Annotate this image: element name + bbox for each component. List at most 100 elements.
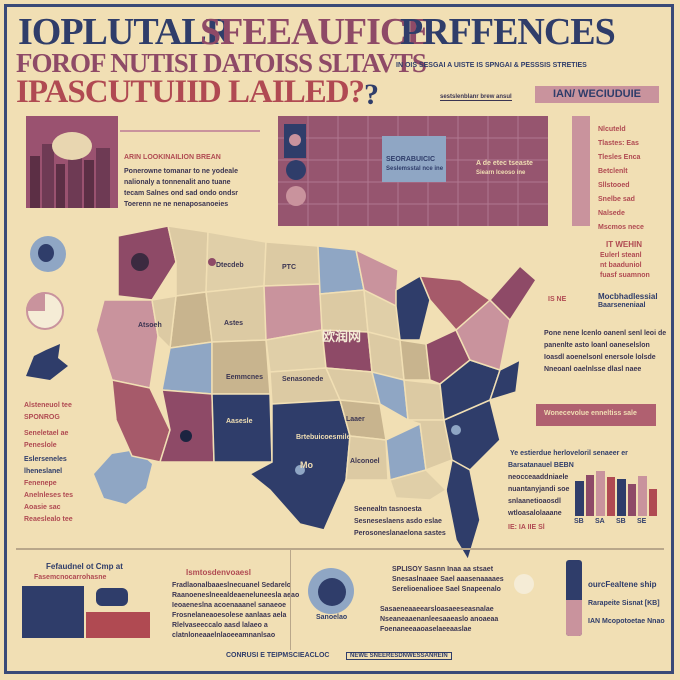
- title-line1b: SFEEAUFICE: [200, 11, 432, 53]
- chart-bar: [627, 483, 636, 516]
- title-question-mark: ?: [364, 78, 379, 111]
- globe-land: [38, 244, 54, 262]
- mid-right-title: Mocbhadlessial: [598, 292, 658, 301]
- mid-right-para: Ioasdl aoenelsonl enersole lolsde: [544, 354, 656, 361]
- bar-chart-labels: SB SA SB SE: [574, 518, 658, 528]
- map-state-label: Brtebuicoesmile: [296, 434, 351, 441]
- bottom-right-line: ourcFealtene ship: [588, 580, 657, 589]
- center-panel-box-sub: Seslemsstal nce ine: [386, 166, 444, 172]
- map-state-label: Laaer: [346, 416, 365, 423]
- left-note: Seneletael ae: [24, 430, 69, 437]
- chart-tick-label: SB: [616, 518, 626, 525]
- left-panel-heading: ARIN LOOKINAILION BREAN: [124, 154, 221, 161]
- left-image-block: [26, 116, 118, 208]
- right-mid-line: Barsatanauel BEBN: [508, 462, 574, 469]
- below-map-line: Perosoneslanaelona sastes: [354, 530, 446, 537]
- mid-right-para: panenlte asto loanl oaneselslon: [544, 342, 650, 349]
- bottom-divider: [16, 548, 664, 550]
- right-mid-line: nuantanyjandi soe: [508, 486, 570, 493]
- bottom-left-sub: Fasemcnocarrohasne: [34, 574, 107, 581]
- right-mid-line: neocceaaddniaele: [508, 474, 569, 481]
- right-list-bar: [572, 116, 590, 226]
- mid-right-strip: [536, 404, 656, 426]
- round-icon: [286, 186, 306, 206]
- chart-bar: [596, 471, 605, 516]
- bottom-left-title: Fefaudnel ot Cmp at: [46, 562, 123, 571]
- chart-tick-label: SB: [574, 518, 584, 525]
- left-note: Eslerseneles: [24, 456, 67, 463]
- chart-tick-label: SE: [637, 518, 647, 525]
- mid-right-sub: Baarseneniaal: [598, 302, 646, 309]
- chart-tick-label: SA: [595, 518, 605, 525]
- bottom-left-shape: [96, 588, 128, 606]
- left-note: SPONROG: [24, 414, 60, 421]
- footer-right: NEWE SNEERESDNWESSANREIN: [346, 652, 452, 660]
- below-map-line: Sesneseslaens asdo eslae: [354, 518, 442, 525]
- bottom-center-line: Rlelvaseeccalo aasd lalaeo a: [172, 622, 268, 629]
- left-note: Aoasie sac: [24, 504, 61, 511]
- chart-bar: [638, 475, 647, 516]
- title-line1c: PRFFENCES: [400, 11, 616, 53]
- right-mid-line: wtloasalolaaane: [508, 510, 562, 517]
- bottom-center-line: Ieoaeneslna acoenaaanel sanaeoe: [172, 602, 287, 609]
- bottom-center-line: clatnloneaaelnlaoeeamnanlsao: [172, 632, 276, 639]
- map-state-label: Astes: [224, 320, 244, 327]
- animal-badge-caption: Sanoelao: [316, 614, 348, 621]
- mid-right-strip-label: Wonecevolue enneltiss sale: [544, 410, 637, 417]
- bottom-mid-line: Foenaneeaaoaselaeeaaslae: [380, 626, 472, 633]
- left-panel-line: tecam Salnes ond sad ondo ondsr: [124, 190, 238, 197]
- right-list-item: Tlastes: Eas: [598, 140, 639, 147]
- left-panel-line: nalionaly a tonnenalit ano tuane: [124, 179, 231, 186]
- right-block-line: nt baaduniol: [600, 262, 642, 269]
- right-mid-line: snlaanetioaosdl: [508, 498, 561, 505]
- title-line1a: IOPLUTALR: [18, 11, 233, 53]
- bottom-center-line: Frosnelaneaoesolese aanlaas aela: [172, 612, 287, 619]
- bottom-mid-line: Nseaneaaenanleesaaeaslo anoaeaa: [380, 616, 499, 623]
- chart-bar: [585, 474, 594, 516]
- island-shape: [94, 450, 152, 504]
- vertical-divider: [290, 550, 291, 650]
- center-panel-grid: [278, 116, 548, 226]
- footer-left: CONRUSI E TEIPMSCIEACLOC: [226, 652, 330, 659]
- right-mid-head: Ye estierdue herloveloril senaeer er: [510, 450, 628, 457]
- center-panel-box-title: SEORABUICIC: [386, 156, 436, 163]
- right-block-line: Eulerl steanl: [600, 252, 642, 259]
- thermometer-fill: [566, 600, 582, 636]
- bottom-mid-line: SPLISOY Sasnn Inaa aa stsaet: [392, 566, 494, 573]
- mid-right-tag: IS NE: [548, 296, 567, 303]
- left-panel-line: Toerenn ne ne nenaposanoeies: [124, 201, 229, 208]
- bottom-mid-line: Sasaeneaaeearsloasaeeseasnalae: [380, 606, 494, 613]
- right-list-item: Nalsede: [598, 210, 625, 217]
- right-list-item: Betclenlt: [598, 168, 628, 175]
- pie-slice: [26, 292, 45, 311]
- globe-small-icon: [514, 574, 534, 594]
- bottom-right-line: Rarapeite Sisnat [KB]: [588, 600, 660, 607]
- skyline-illustration: [26, 116, 118, 208]
- center-panel-right-title: A de etec tseaste: [476, 160, 533, 167]
- map-state-label: Mo: [300, 460, 313, 470]
- animal-badge-inner: [318, 578, 346, 606]
- bottom-center-title: Ismtosdenvoaesl: [186, 568, 251, 577]
- map-state-label: Eemmcnes: [226, 374, 263, 381]
- map-state-label: Dtecdeb: [216, 262, 244, 269]
- right-block-title: IT WEHIN: [606, 240, 642, 249]
- tag-small: sestslenblanr brew ansul: [440, 94, 512, 101]
- title-line2: FOROF NUTISI DATOISS SLTAVTS: [16, 48, 427, 78]
- bottom-center-line: Raanoeneslneealdeaeneluneesla aeao: [172, 592, 300, 599]
- right-mid-foot: IE: IA IIE Sl: [508, 524, 545, 531]
- subtitle: IN OIS SESGAI A UISTE IS SPNGAI & PESSSI…: [396, 62, 587, 69]
- chart-bar: [575, 481, 584, 516]
- right-list-item: Mscmos nece: [598, 224, 644, 231]
- mid-right-para: Nneoanl oaelnlsse dlasl naee: [544, 366, 642, 373]
- chart-bar: [617, 479, 626, 516]
- map-state-label: Senasonede: [282, 376, 324, 383]
- poster-frame: [4, 4, 674, 674]
- left-panel-rule: [120, 130, 260, 132]
- left-note: Anelnleses tes: [24, 492, 74, 499]
- left-note: Alsteneuol tee: [24, 402, 72, 409]
- right-list-item: Snelbe sad: [598, 196, 635, 203]
- title-line3: IPASCUTUIID LAILED?: [16, 74, 365, 110]
- left-panel-line: Ponerowne tomanar to ne yodeale: [124, 168, 238, 175]
- center-panel-right-sub: Siearn Iceoso ine: [476, 170, 526, 176]
- map-state-label: Alconoel: [350, 458, 380, 465]
